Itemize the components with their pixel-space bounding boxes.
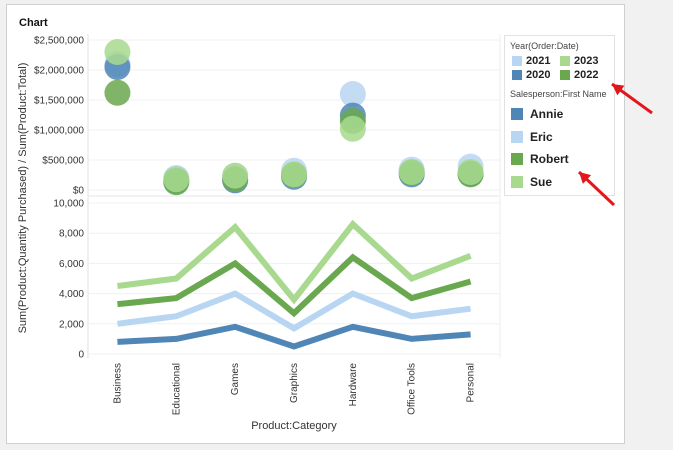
legend-swatch [512,56,522,66]
y-tick-label-top: $1,500,000 [34,96,84,107]
scatter-point-2021 [339,81,366,107]
legend-label: 2022 [574,69,599,81]
y-tick-label-bottom: 2,000 [59,319,84,330]
chart-title: Chart [19,17,48,29]
legend-item-person[interactable]: Eric [511,130,553,144]
chart-panel: Chart Year(Order:Date) 2021 2023 2020 20… [6,4,625,444]
y-tick-label-bottom: 4,000 [59,289,84,300]
y-tick-label-top: $500,000 [42,156,84,167]
scatter-point-2023 [281,161,307,188]
y-tick-label-bottom: 8,000 [59,229,84,240]
y-axis-title: Sum(Product:Quantity Purchased) / Sum(Pr… [17,63,29,334]
legend-title-salesperson: Salesperson:First Name [510,89,607,99]
legend-swatch [511,131,523,143]
legend-item-year[interactable]: 2020 [512,69,550,81]
scatter-point-2023 [398,159,425,185]
legend-item-year[interactable]: 2022 [560,69,598,81]
annotation-arrowhead [579,172,592,184]
legend-item-year[interactable]: 2021 [512,55,550,67]
legend-item-person[interactable]: Sue [511,175,552,189]
x-tick-label: Graphics [289,363,300,403]
legend-label: 2023 [574,55,599,67]
legend-swatch [511,108,523,120]
y-tick-label-bottom: 10,000 [53,199,84,210]
y-tick-label-top: $2,000,000 [34,66,84,77]
legend-label: Sue [530,175,553,189]
legend: Year(Order:Date) 2021 2023 2020 2022 Sal… [504,35,615,196]
x-axis-title: Product:Category [251,420,337,432]
y-tick-label-top: $2,500,000 [34,36,84,47]
legend-label: 2020 [526,69,551,81]
x-tick-label: Educational [171,363,182,415]
legend-label: Annie [530,107,564,121]
legend-label: Eric [530,130,553,144]
y-tick-label-bottom: 0 [78,350,84,361]
scatter-point-2023 [104,39,131,65]
legend-item-person[interactable]: Robert [511,152,569,166]
legend-swatch [511,153,523,165]
legend-label: Robert [530,152,569,166]
legend-swatch [560,56,570,66]
legend-swatch [560,70,570,80]
legend-swatch [512,70,522,80]
line-series-sue [117,219,472,305]
legend-swatch [511,176,523,188]
x-tick-label: Business [112,363,123,404]
line-series-robert [117,253,472,318]
line-series-eric [117,290,471,332]
annotation-arrowhead [612,84,625,96]
scatter-point-2023 [457,159,484,185]
scatter-point-2022 [104,79,131,106]
y-tick-label-top: $0 [73,186,85,197]
line-series-annie [117,323,471,350]
scatter-point-2023 [163,166,190,193]
legend-item-year[interactable]: 2023 [560,55,598,67]
y-tick-label-top: $1,000,000 [34,126,84,137]
scatter-point-2023 [339,115,366,142]
legend-item-person[interactable]: Annie [511,107,563,121]
legend-label: 2021 [526,55,551,67]
x-tick-label: Games [230,363,241,395]
scatter-point-2023 [222,162,249,189]
x-tick-label: Personal [466,363,477,402]
x-tick-label: Hardware [348,363,359,407]
x-tick-label: Office Tools [407,363,418,415]
legend-title-year: Year(Order:Date) [510,41,579,51]
y-tick-label-bottom: 6,000 [59,259,84,270]
